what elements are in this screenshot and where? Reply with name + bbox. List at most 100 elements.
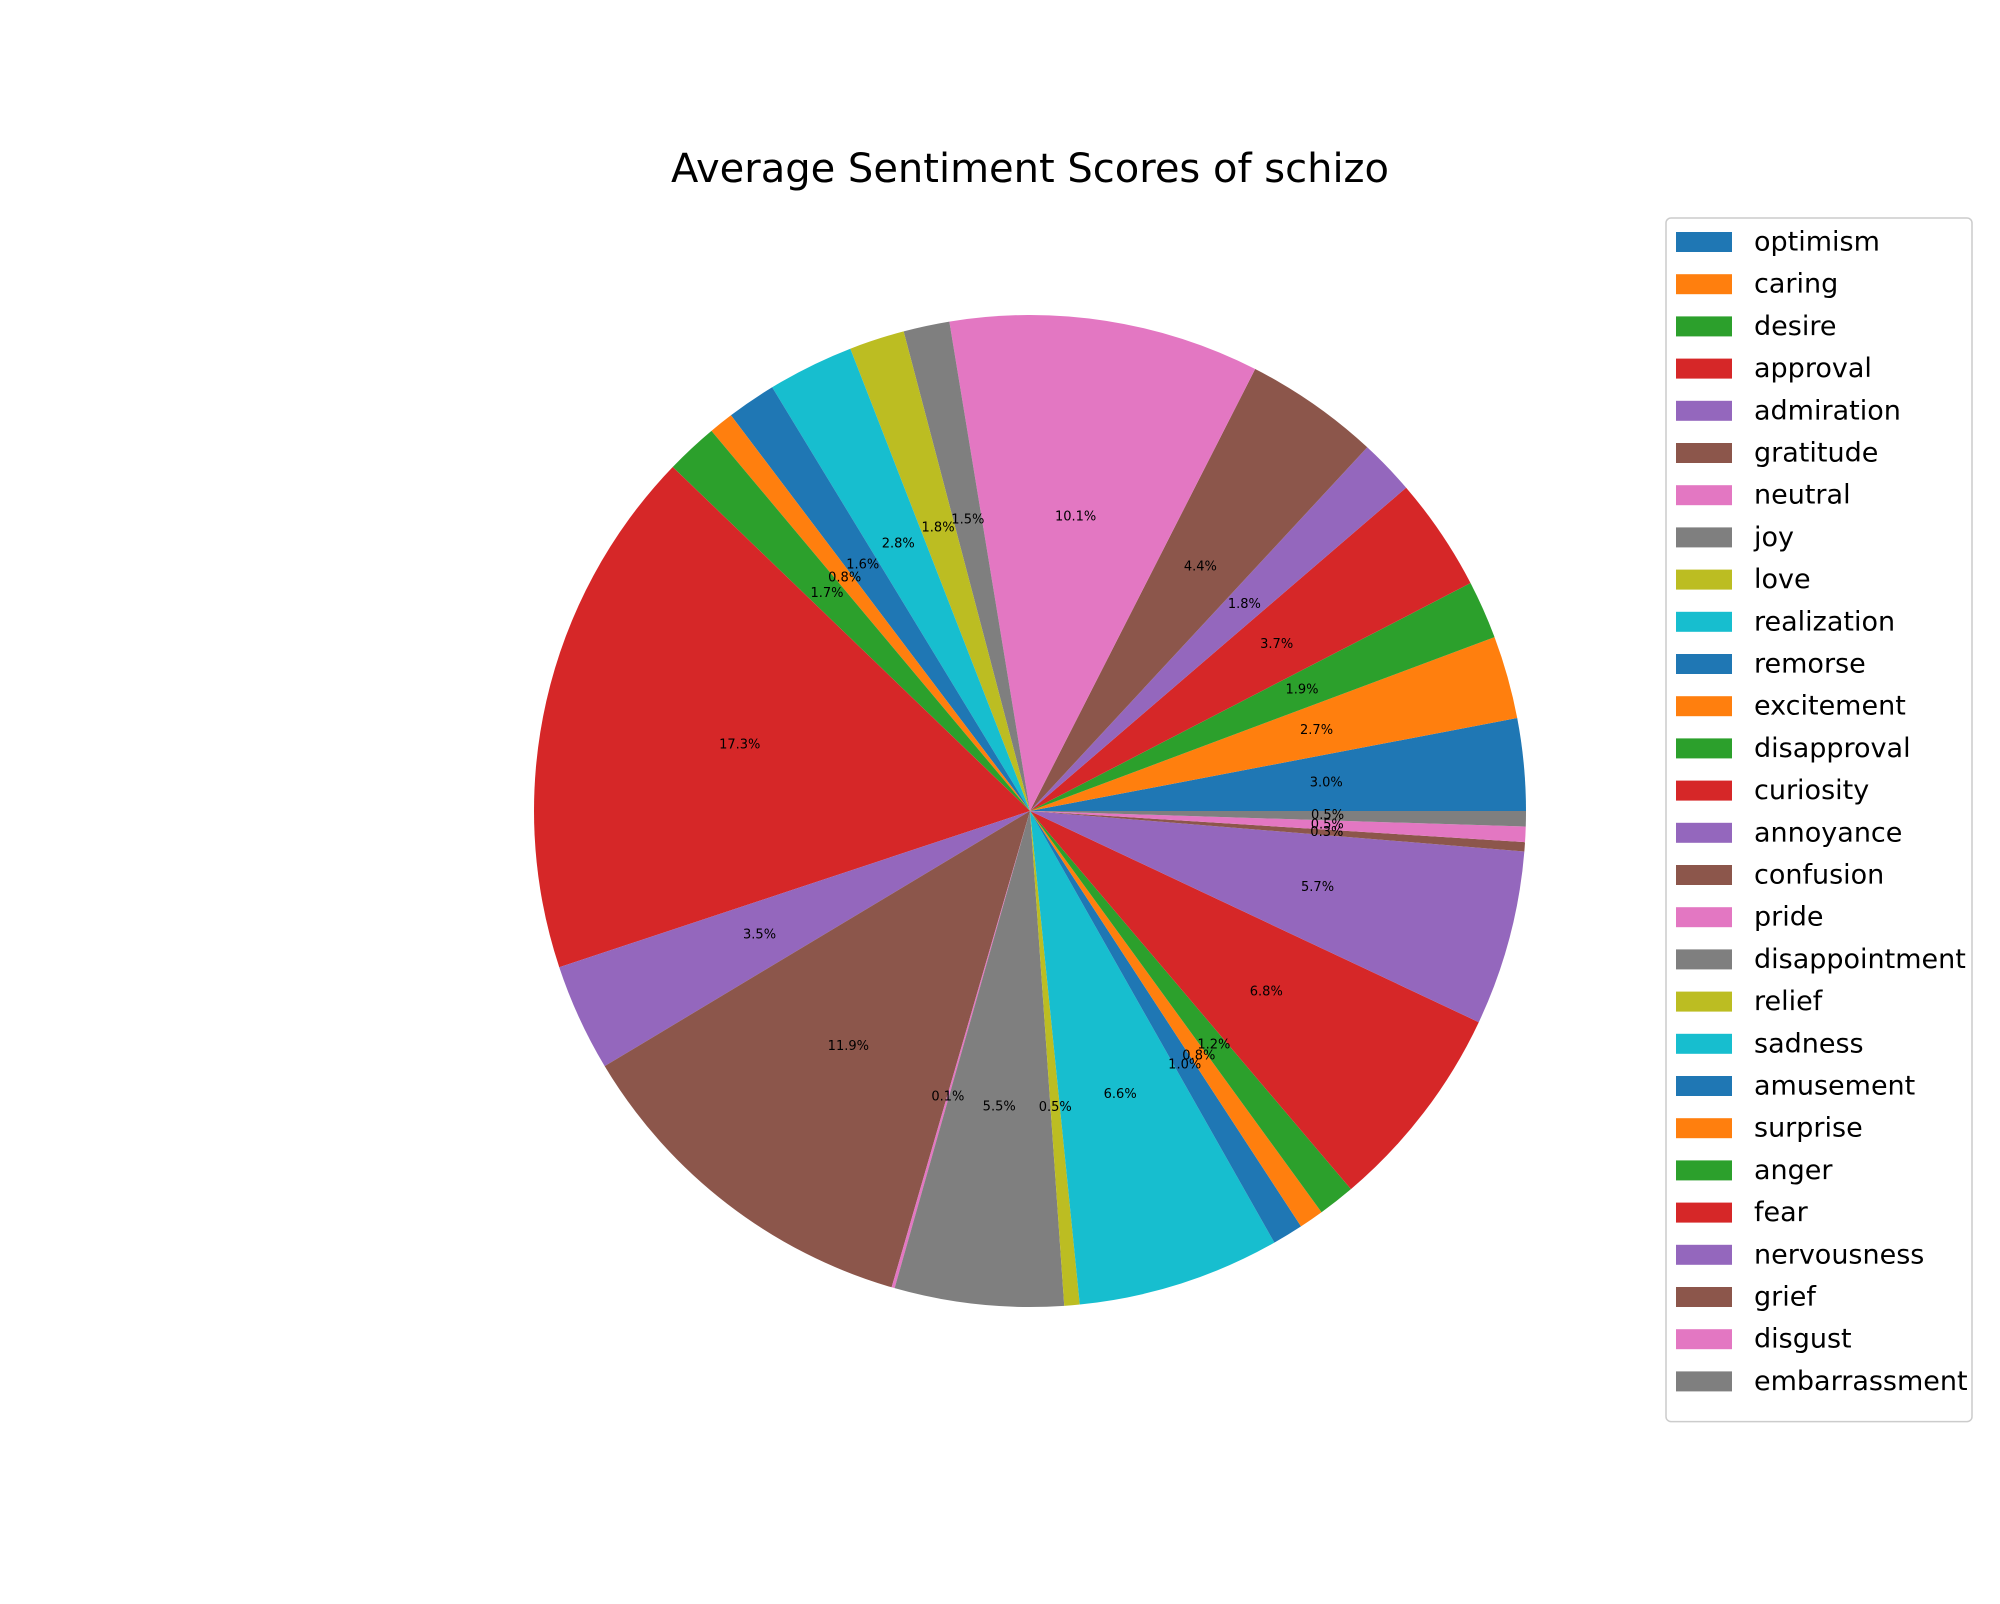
pct-label-amusement: 1.0% [1168,1058,1201,1073]
pct-label-gratitude: 4.4% [1184,559,1217,574]
legend-label-disappointment: disappointment [1754,944,1966,975]
pie-slice-disapproval [672,430,1030,811]
pct-label-pride: 0.1% [931,1090,964,1105]
legend-swatch-optimism [1676,232,1732,252]
pie-slice-neutral [949,314,1256,811]
pie-slice-gratitude [1030,369,1368,811]
legend-label-annoyance: annoyance [1754,817,1902,848]
legend-swatch-embarrassment [1676,1371,1732,1392]
legend-label-relief: relief [1754,986,1824,1017]
legend-label-fear: fear [1754,1197,1809,1228]
pct-label-admiration: 1.8% [1228,597,1261,612]
pct-label-anger: 1.2% [1197,1038,1230,1053]
pie-slice-caring [1030,637,1518,811]
legend-label-pride: pride [1754,902,1824,933]
pie-slice-sadness [1030,811,1275,1305]
pie-slice-amusement [1030,811,1302,1243]
pie-slice-approval [1030,487,1471,811]
legend-swatch-disappointment [1676,949,1732,970]
pct-label-realization: 2.8% [882,537,915,552]
pie-slice-curiosity [534,466,1030,968]
legend-swatch-excitement [1676,696,1732,717]
legend-swatch-surprise [1676,1118,1732,1139]
legend-swatch-annoyance [1676,822,1732,843]
pie-slice-excitement [711,415,1030,811]
pie-slice-surprise [1030,811,1322,1227]
pct-label-disappointment: 5.5% [983,1100,1016,1115]
pct-label-joy: 1.5% [951,512,984,527]
legend-label-joy: joy [1753,522,1794,553]
pie-slice-remorse [730,387,1030,811]
legend-swatch-disapproval [1676,738,1732,759]
legend-swatch-love [1676,569,1732,590]
legend-label-amusement: amusement [1754,1071,1915,1102]
legend-label-surprise: surprise [1754,1113,1863,1144]
legend-swatch-joy [1676,527,1732,548]
pie-slice-grief [1030,811,1526,852]
legend-label-desire: desire [1754,311,1836,342]
legend-swatch-approval [1676,358,1732,379]
pie-slice-nervousness [1030,811,1525,1023]
legend-label-love: love [1754,564,1811,595]
pct-label-love: 1.8% [922,520,955,535]
pie-slice-relief [1030,811,1080,1306]
legend-label-admiration: admiration [1754,395,1901,426]
legend-swatch-pride [1676,907,1732,928]
legend-label-gratitude: gratitude [1754,438,1878,469]
legend-label-optimism: optimism [1754,227,1880,258]
legend-label-embarrassment: embarrassment [1754,1366,1968,1397]
pie-slices [534,314,1527,1308]
pct-label-grief: 0.3% [1310,825,1343,840]
legend-swatch-remorse [1676,654,1732,674]
pie-slice-anger [1030,811,1351,1213]
pct-label-nervousness: 5.7% [1301,880,1334,895]
pie-slice-embarrassment [1030,811,1527,827]
legend-label-confusion: confusion [1754,860,1884,891]
legend-label-anger: anger [1754,1155,1833,1186]
pct-label-caring: 2.7% [1300,723,1333,738]
pct-label-neutral: 10.1% [1055,509,1096,524]
pct-label-fear: 6.8% [1250,984,1283,999]
legend-swatch-confusion [1676,865,1732,885]
pie-slice-admiration [1030,447,1407,811]
pie-slice-fear [1030,811,1479,1190]
pie-slice-pride [891,811,1030,1289]
legend-swatch-amusement [1676,1076,1732,1096]
pie-slice-disgust [1030,811,1526,843]
legend-swatch-fear [1676,1202,1732,1223]
legend-label-caring: caring [1754,269,1838,300]
legend-swatch-curiosity [1676,780,1732,801]
pct-label-annoyance: 3.5% [743,928,776,943]
legend-label-grief: grief [1754,1282,1817,1313]
pct-label-relief: 0.5% [1039,1100,1072,1115]
pie-slice-joy [903,321,1030,811]
pie-slice-realization [772,348,1030,811]
pie-slice-desire [1030,583,1495,811]
legend-swatch-nervousness [1676,1244,1732,1265]
pct-label-approval: 3.7% [1260,637,1293,652]
chart-title: Average Sentiment Scores of schizo [671,146,1389,192]
legend-label-disgust: disgust [1754,1324,1852,1355]
legend-swatch-gratitude [1676,443,1732,463]
pct-label-excitement: 0.8% [828,571,861,586]
pie-slice-annoyance [559,811,1030,1067]
pct-label-curiosity: 17.3% [719,738,760,753]
pie-slice-disappointment [894,811,1065,1308]
legend-swatch-disgust [1676,1329,1732,1350]
legend-label-realization: realization [1754,606,1895,637]
legend-swatch-anger [1676,1160,1732,1181]
legend-frame [1665,217,1973,1423]
pct-label-confusion: 11.9% [828,1039,869,1054]
legend-swatch-desire [1676,316,1732,337]
legend-label-sadness: sadness [1754,1028,1864,1059]
pct-label-disgust: 0.5% [1311,818,1344,833]
legend-swatch-grief [1676,1287,1732,1307]
legend-label-approval: approval [1754,353,1872,384]
pie-slice-optimism [1030,718,1526,811]
pct-label-embarrassment: 0.5% [1311,808,1344,823]
legend: optimism caring desire approval admiration gr… [1665,217,1973,1423]
pie-slice-confusion [604,811,1030,1288]
legend-swatch-neutral [1676,485,1732,506]
